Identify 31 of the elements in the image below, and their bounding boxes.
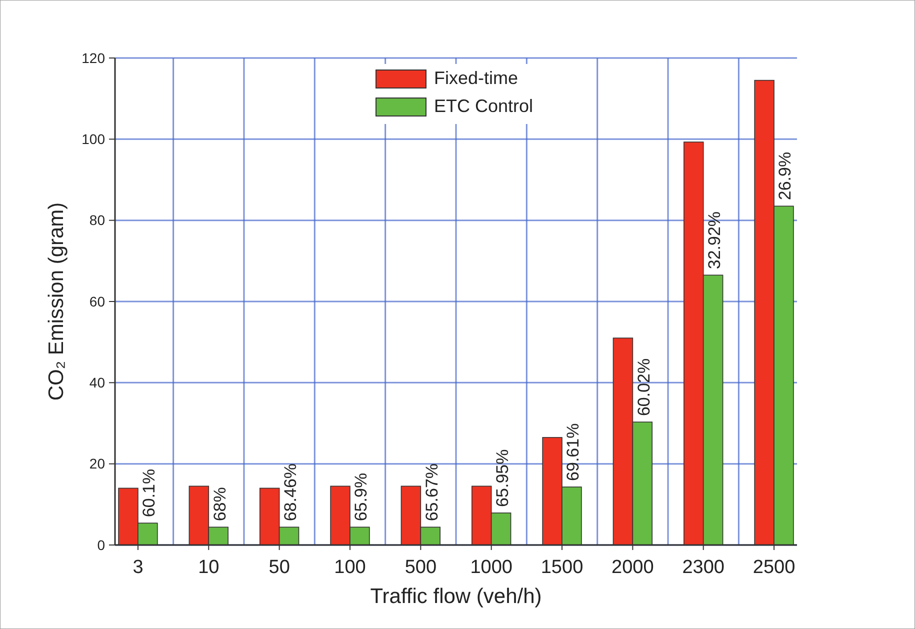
x-tick-label: 2000: [612, 557, 654, 578]
annotation: 69.61%: [564, 423, 583, 481]
annotation: 65.9%: [352, 472, 371, 522]
annotation: 26.9%: [776, 152, 795, 200]
y-tick-label: 40: [89, 374, 106, 391]
x-tick-label: 2300: [682, 557, 724, 578]
annotation: 65.67%: [422, 463, 442, 522]
x-tick-label: 10: [198, 557, 220, 578]
y-tick-label: 60: [89, 293, 106, 310]
x-tick-label: 1500: [540, 557, 584, 578]
x-tick-label: 50: [268, 557, 290, 578]
x-tick-label: 1000: [470, 557, 512, 578]
x-tick-label: 100: [334, 557, 366, 578]
y-tick-label: 0: [97, 536, 106, 553]
x-tick-label: 3: [132, 557, 144, 578]
legend-label: Fixed-time: [434, 68, 518, 88]
annotation: 60.1%: [140, 468, 159, 518]
y-tick-label: 100: [82, 131, 106, 148]
annotation: 68%: [210, 487, 230, 522]
legend-label: ETC Control: [434, 96, 534, 116]
annotation: 65.95%: [493, 449, 512, 507]
y-tick-label: 120: [82, 50, 106, 66]
annotation: 32.92%: [705, 211, 724, 270]
x-tick-label: 500: [404, 557, 437, 578]
y-axis-title: CO₂ Emission (gram): [45, 202, 68, 401]
y-tick-label: 20: [89, 456, 106, 472]
annotation: 68.46%: [281, 463, 300, 522]
annotation: 60.02%: [634, 358, 654, 416]
x-axis-title: Traffic flow (veh/h): [370, 585, 542, 608]
y-tick-label: 80: [89, 212, 106, 228]
x-tick-label: 2500: [752, 557, 796, 578]
